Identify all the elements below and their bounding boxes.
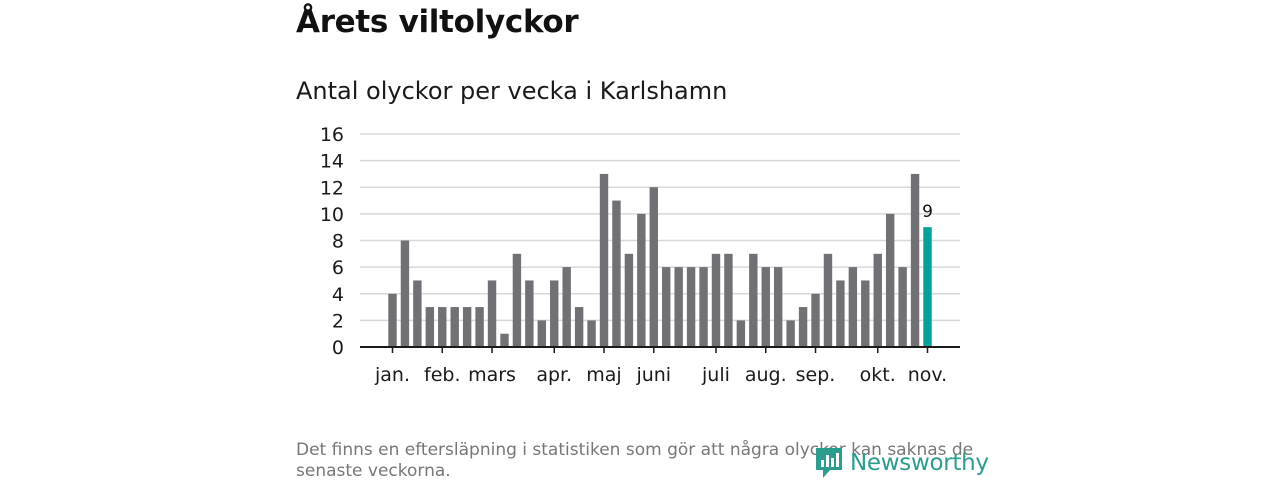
bar	[500, 333, 509, 347]
bar	[736, 320, 746, 348]
bar	[861, 280, 870, 347]
month-label: feb.	[424, 364, 460, 386]
newsworthy-logo-icon	[816, 448, 842, 478]
bar	[662, 267, 671, 348]
month-label: nov.	[908, 364, 947, 386]
bar	[774, 267, 783, 348]
y-tick-label: 14	[320, 151, 344, 173]
bar	[624, 253, 634, 347]
bar	[724, 253, 733, 347]
month-label: jan.	[374, 364, 410, 386]
bar-current-week	[923, 227, 932, 347]
bar	[885, 213, 895, 348]
bar	[475, 307, 484, 347]
bar	[425, 307, 435, 347]
y-tick-label: 12	[320, 177, 344, 199]
bar	[798, 307, 808, 347]
chart-title: Årets viltolyckor	[296, 4, 579, 40]
footnote: Det finns en eftersläpning i statistiken…	[296, 440, 974, 481]
y-tick-label: 0	[332, 337, 344, 359]
bar	[848, 267, 858, 348]
bar	[550, 280, 559, 347]
bar	[761, 267, 770, 348]
bar	[388, 293, 397, 347]
bar	[836, 280, 845, 347]
bar	[400, 240, 410, 347]
bar	[811, 293, 820, 347]
bar	[898, 267, 907, 348]
y-tick-label: 2	[332, 310, 344, 332]
bar	[450, 307, 459, 347]
brand-name: Newsworthy	[850, 450, 989, 476]
bar	[587, 320, 596, 348]
month-label: okt.	[860, 364, 896, 386]
bar	[637, 213, 646, 348]
y-tick-label: 8	[332, 231, 344, 253]
y-tick-label: 16	[320, 124, 344, 146]
y-tick-label: 6	[332, 257, 344, 279]
bar	[413, 280, 422, 347]
month-label: mars	[468, 364, 516, 386]
bar	[438, 307, 447, 347]
newsworthy-logo[interactable]: Newsworthy	[814, 446, 989, 480]
bar	[910, 173, 920, 347]
month-label: juni	[635, 364, 671, 386]
bar	[562, 267, 571, 348]
bar	[749, 253, 758, 347]
bar	[512, 253, 522, 347]
month-label: juli	[701, 364, 730, 386]
month-label: sep.	[796, 364, 836, 386]
bar	[686, 267, 696, 348]
month-label: apr.	[536, 364, 572, 386]
month-label: maj	[586, 364, 621, 386]
bar	[823, 253, 833, 347]
bar	[599, 173, 609, 347]
bar	[649, 187, 658, 347]
bar	[525, 280, 534, 347]
y-tick-label: 4	[332, 284, 344, 306]
bar	[674, 267, 683, 348]
highlight-value-label: 9	[922, 202, 933, 222]
month-label: aug.	[745, 364, 787, 386]
bar	[574, 307, 584, 347]
bar	[462, 307, 472, 347]
bar	[487, 280, 497, 347]
y-tick-label: 10	[320, 204, 344, 226]
bar	[873, 253, 882, 347]
bar	[537, 320, 546, 348]
bar	[612, 200, 621, 347]
chart-subtitle: Antal olyckor per vecka i Karlshamn	[296, 77, 728, 105]
weekly-accidents-bar-chart: 0 2 4 6 8 10 12 14 16 9 jan. feb. mars apr. maj juni jul…	[320, 124, 960, 386]
bar	[699, 267, 708, 348]
bar	[786, 320, 795, 348]
bar	[711, 253, 721, 347]
